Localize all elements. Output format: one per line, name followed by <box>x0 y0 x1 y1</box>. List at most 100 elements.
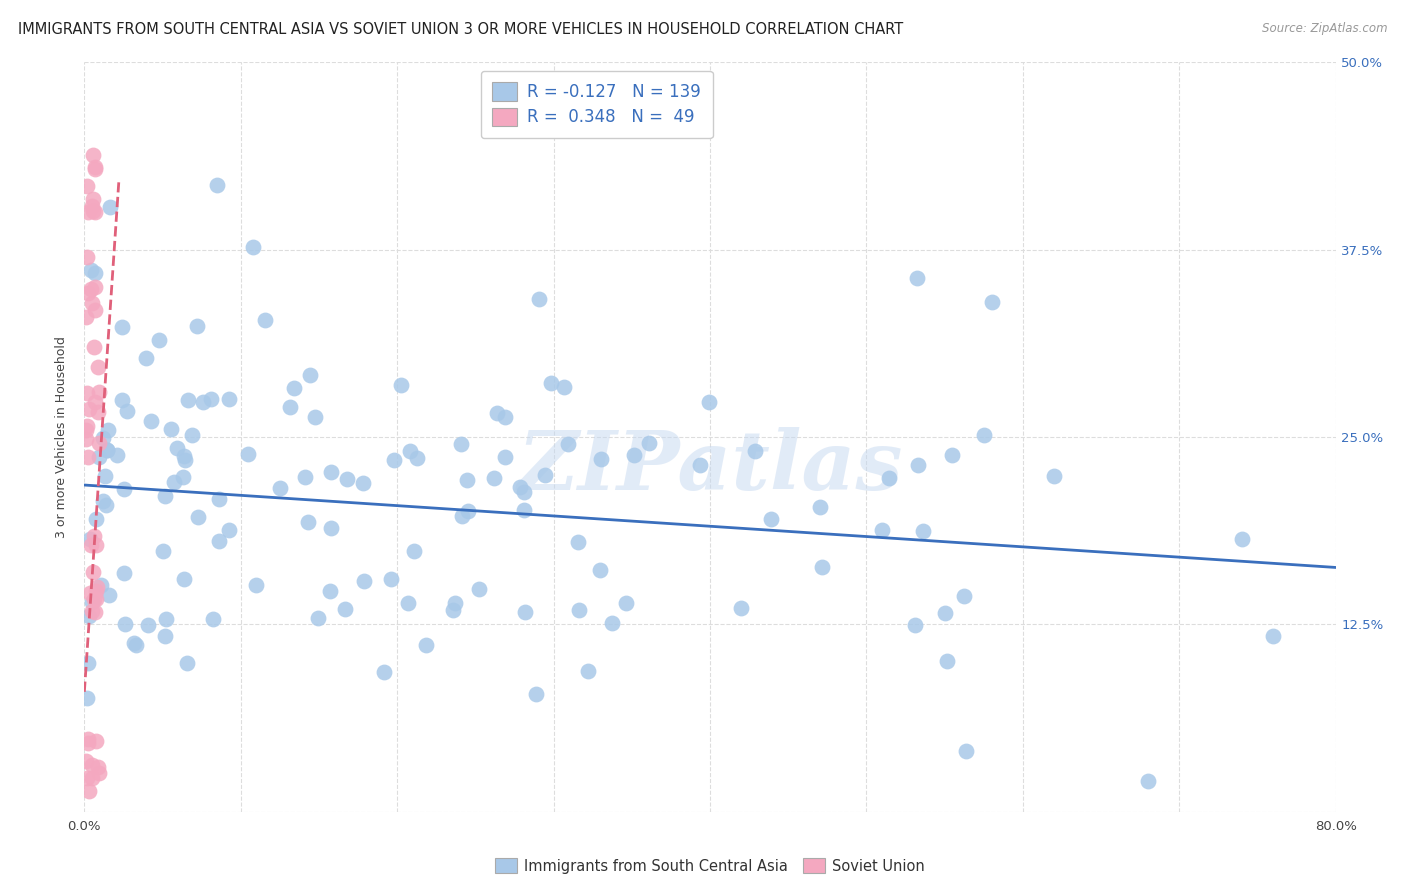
Point <box>623 448 645 462</box>
Point <box>124 636 146 650</box>
Point <box>941 448 963 462</box>
Point <box>553 379 575 393</box>
Point <box>730 601 752 615</box>
Point <box>84 280 107 294</box>
Point <box>79 532 101 546</box>
Point <box>236 447 259 461</box>
Point <box>638 435 661 450</box>
Point <box>79 402 101 417</box>
Point <box>456 473 478 487</box>
Point <box>877 471 900 485</box>
Point <box>97 588 120 602</box>
Legend: Immigrants from South Central Asia, Soviet Union: Immigrants from South Central Asia, Sovi… <box>489 852 931 880</box>
Point <box>934 606 956 620</box>
Point <box>406 450 429 465</box>
Point <box>79 609 101 624</box>
Point <box>112 566 135 580</box>
Point <box>187 510 209 524</box>
Point <box>76 690 98 705</box>
Point <box>96 442 118 457</box>
Point <box>208 492 231 507</box>
Point <box>90 578 112 592</box>
Point <box>89 436 111 450</box>
Point <box>980 294 1002 309</box>
Point <box>614 596 637 610</box>
Point <box>83 394 105 409</box>
Point <box>181 428 204 442</box>
Point <box>177 393 200 408</box>
Point <box>80 263 103 277</box>
Point <box>163 475 186 489</box>
Point <box>77 656 100 670</box>
Point <box>80 604 103 618</box>
Point <box>567 534 589 549</box>
Point <box>568 603 591 617</box>
Point <box>415 638 437 652</box>
Point <box>80 199 103 213</box>
Point <box>82 565 104 579</box>
Point <box>83 205 105 219</box>
Point <box>389 377 412 392</box>
Point <box>87 405 110 419</box>
Point <box>907 458 929 472</box>
Point <box>79 586 101 600</box>
Point <box>91 431 114 445</box>
Point <box>96 498 118 512</box>
Point <box>75 310 97 325</box>
Point <box>468 582 491 596</box>
Point <box>83 266 105 280</box>
Point <box>540 376 562 391</box>
Point <box>86 580 108 594</box>
Point <box>336 472 359 486</box>
Point <box>76 386 98 401</box>
Point <box>589 563 612 577</box>
Point <box>1263 629 1285 643</box>
Point <box>82 147 104 161</box>
Point <box>91 494 114 508</box>
Point <box>186 319 208 334</box>
Point <box>77 732 100 747</box>
Point <box>304 410 326 425</box>
Point <box>87 360 110 375</box>
Point <box>744 443 766 458</box>
Point <box>589 451 612 466</box>
Point <box>76 418 98 433</box>
Point <box>76 771 98 785</box>
Point <box>208 534 231 549</box>
Y-axis label: 3 or more Vehicles in Household: 3 or more Vehicles in Household <box>55 336 67 538</box>
Point <box>83 340 105 354</box>
Point <box>912 524 935 538</box>
Point <box>155 612 177 626</box>
Point <box>441 603 464 617</box>
Point <box>808 500 831 514</box>
Point <box>82 204 104 219</box>
Point <box>294 470 316 484</box>
Point <box>135 351 157 365</box>
Point <box>297 515 319 529</box>
Point <box>402 544 425 558</box>
Point <box>373 665 395 680</box>
Point <box>83 592 105 607</box>
Point <box>86 591 108 606</box>
Text: IMMIGRANTS FROM SOUTH CENTRAL ASIA VS SOVIET UNION 3 OR MORE VEHICLES IN HOUSEHO: IMMIGRANTS FROM SOUTH CENTRAL ASIA VS SO… <box>18 22 904 37</box>
Point <box>218 392 240 407</box>
Point <box>83 161 105 176</box>
Point <box>172 470 194 484</box>
Point <box>82 758 104 772</box>
Point <box>955 744 977 758</box>
Point <box>352 476 374 491</box>
Point <box>77 286 100 301</box>
Point <box>84 512 107 526</box>
Point <box>89 385 111 400</box>
Point <box>811 560 834 574</box>
Point <box>1136 774 1159 789</box>
Point <box>578 664 600 678</box>
Point <box>697 394 720 409</box>
Point <box>319 583 342 598</box>
Point <box>83 303 105 318</box>
Point <box>174 453 197 467</box>
Point <box>82 192 104 206</box>
Point <box>84 733 107 747</box>
Point <box>307 611 329 625</box>
Point <box>80 282 103 296</box>
